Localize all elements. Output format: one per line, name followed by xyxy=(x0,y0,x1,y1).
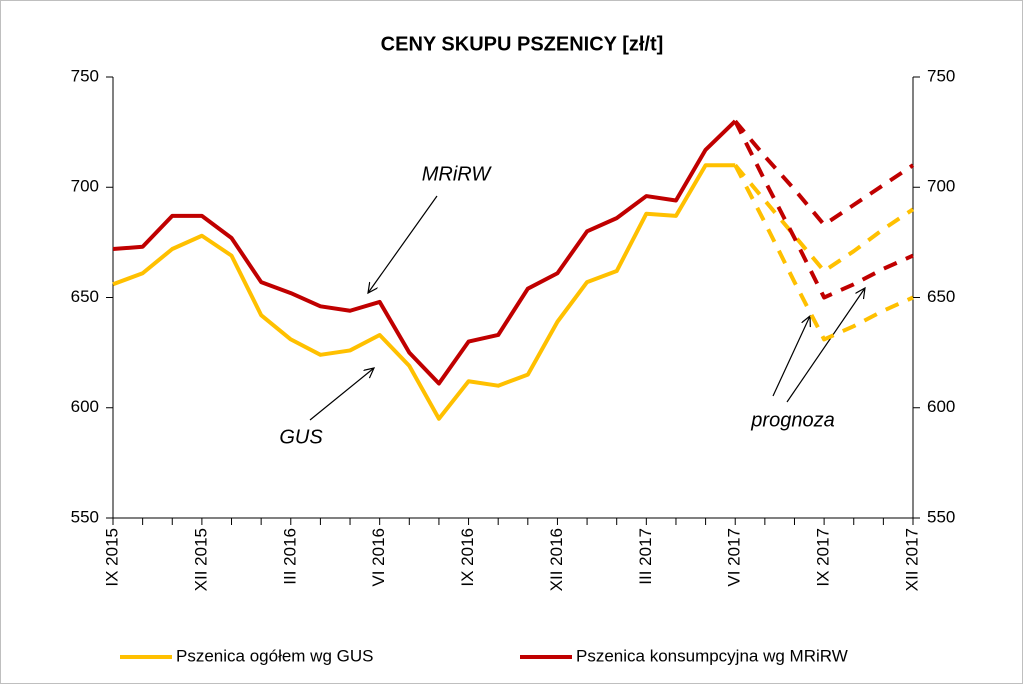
legend-label: Pszenica konsumpcyjna wg MRiRW xyxy=(576,646,848,665)
x-tick-label: XII 2016 xyxy=(547,528,566,591)
x-tick-label: III 2017 xyxy=(636,528,655,585)
arrow xyxy=(772,316,810,397)
x-tick-label: IX 2017 xyxy=(814,528,833,587)
x-tick-label: III 2016 xyxy=(280,528,299,585)
y-tick-label: 700 xyxy=(71,177,99,196)
arrow xyxy=(786,288,865,403)
annotation: GUS xyxy=(279,426,323,448)
x-tick-label: XII 2017 xyxy=(902,528,921,591)
forecast-line xyxy=(733,120,914,300)
x-tick-label: VI 2016 xyxy=(369,528,388,587)
x-tick-label: IX 2015 xyxy=(102,528,121,587)
series-line xyxy=(112,119,737,386)
forecast-line xyxy=(733,164,914,342)
arrow xyxy=(309,368,374,421)
chart-title: CENY SKUPU PSZENICY [zł/t] xyxy=(381,33,664,55)
x-tick-label: XII 2015 xyxy=(191,528,210,591)
legend-label: Pszenica ogółem wg GUS xyxy=(176,646,373,665)
x-tick-label: VI 2017 xyxy=(725,528,744,587)
y-tick-label: 650 xyxy=(71,287,99,306)
annotation: MRiRW xyxy=(422,163,493,185)
y2-tick-label: 700 xyxy=(927,177,955,196)
y2-tick-label: 550 xyxy=(927,507,955,526)
y2-tick-label: 600 xyxy=(927,397,955,416)
y-tick-label: 550 xyxy=(71,507,99,526)
y-tick-label: 750 xyxy=(71,66,99,85)
y2-tick-label: 650 xyxy=(927,287,955,306)
x-tick-label: IX 2016 xyxy=(458,528,477,587)
annotation: prognoza xyxy=(750,409,834,431)
arrow xyxy=(368,195,438,293)
y2-tick-label: 750 xyxy=(927,66,955,85)
series-line xyxy=(112,163,736,421)
y-tick-label: 600 xyxy=(71,397,99,416)
